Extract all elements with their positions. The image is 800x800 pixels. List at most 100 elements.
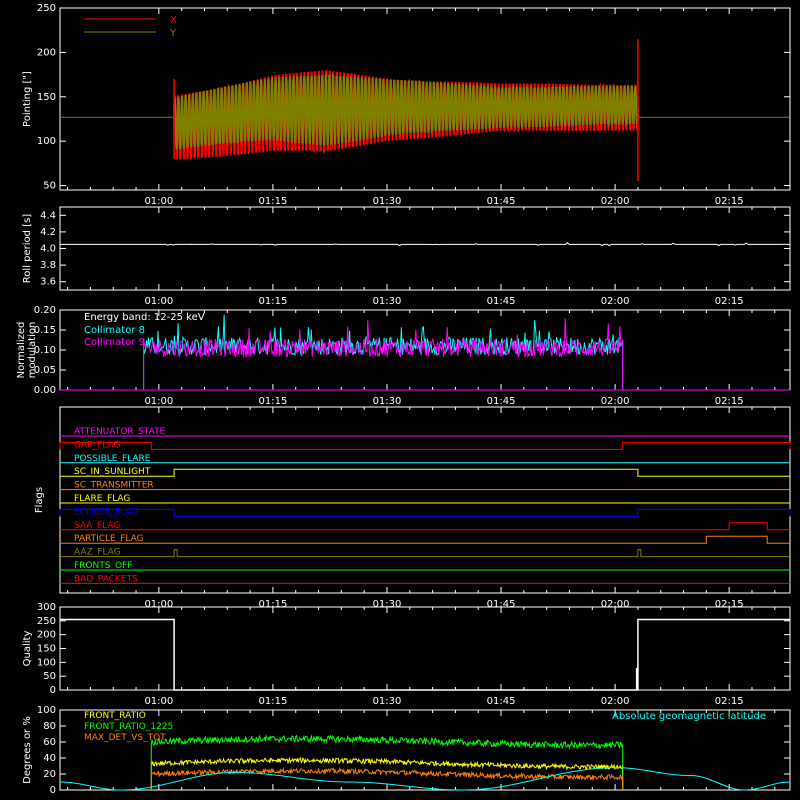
pointing-ytick-label: 200	[37, 47, 56, 58]
modulation-xtick-label: 02:00	[601, 396, 630, 407]
quality-ytick-label: 150	[37, 644, 56, 655]
quality-xtick-label: 01:45	[487, 696, 516, 707]
quality-ytick-label: 250	[37, 616, 56, 627]
modulation-xtick-label: 01:30	[373, 396, 402, 407]
flag-label-saa_flag: SAA_FLAG	[74, 521, 120, 531]
geo-legend-front-ratio-1225: FRONT_RATIO_1225	[84, 722, 173, 732]
pointing-line-y	[173, 73, 639, 150]
geo-ytick-label: 60	[43, 737, 56, 748]
pointing-ytick-label: 250	[37, 3, 56, 14]
quality-xtick-label: 01:15	[259, 696, 288, 707]
pointing-xtick-label: 02:15	[715, 196, 744, 207]
modulation-ylabel: Normalizedmodulation	[16, 322, 38, 379]
quality-xtick-label: 02:00	[601, 696, 630, 707]
pointing-ytick-label: 150	[37, 92, 56, 103]
modulation-ytick-label: 0.05	[34, 365, 56, 376]
quality-xtick-label: 01:30	[373, 696, 402, 707]
flag-label-attenuator_state: ATTENUATOR_STATE	[74, 427, 166, 437]
flags-frame	[59, 406, 791, 594]
modulation-ytick-label: 0.00	[34, 385, 56, 396]
geo-annotation: Absolute geomagnetic latitude	[612, 711, 766, 722]
pointing-ytick-label: 100	[37, 136, 56, 147]
flag-label-sc_transmitter: SC_TRANSMITTER	[74, 481, 154, 491]
flag-label-fronts_off: FRONTS_OFF	[74, 561, 132, 571]
legend-label-x: X	[170, 15, 177, 26]
roll-ytick-label: 3.6	[40, 277, 56, 288]
roll-ylabel: Roll period [s]	[22, 214, 33, 283]
roll-xtick-label: 01:30	[373, 296, 402, 307]
geo-ylabel: Degrees or %	[22, 716, 33, 784]
flags-xtick-label: 02:15	[715, 599, 744, 610]
geo-frame	[59, 709, 791, 791]
quality-ytick-label: 0	[50, 685, 56, 696]
geo-legend-max-det-vs-tot: MAX_DET_VS_TOT	[84, 733, 166, 743]
quality-xtick-label: 02:15	[715, 696, 744, 707]
roll-xtick-label: 01:15	[259, 296, 288, 307]
roll-ytick-label: 4.0	[40, 244, 56, 255]
flag-line-gap_flag	[59, 441, 791, 450]
quality-xtick-label: 01:00	[144, 696, 173, 707]
geo-ytick-label: 80	[43, 721, 56, 732]
modulation-legend-collimator-8: Collimator 8	[84, 325, 145, 336]
flags-xtick-label: 01:30	[373, 599, 402, 610]
flag-line-sc_in_sunlight	[60, 468, 790, 477]
roll-xtick-label: 02:00	[601, 296, 630, 307]
quality-ytick-label: 100	[37, 657, 56, 668]
quality-ytick-label: 200	[37, 630, 56, 641]
flag-label-bad_packets: BAD_PACKETS	[74, 574, 138, 584]
pointing-xtick-label: 02:00	[601, 196, 630, 207]
legend-label-y: Y	[169, 28, 177, 39]
geo-line-absolute-geomagnetic-latitude	[60, 767, 791, 791]
modulation-ytick-label: 0.10	[34, 345, 56, 356]
geo-line-front-ratio-1225	[150, 734, 624, 790]
pointing-xtick-label: 01:00	[144, 196, 173, 207]
flags-xtick-label: 01:45	[487, 599, 516, 610]
quality-ytick-label: 300	[37, 602, 56, 613]
modulation-line-collimator-9	[143, 318, 624, 390]
pointing-ytick-label: 50	[43, 181, 56, 192]
modulation-legend-collimator-9: Collimator 9	[84, 337, 145, 348]
pointing-xtick-label: 01:15	[259, 196, 288, 207]
flag-label-aaz_flag: AAZ_FLAG	[74, 548, 121, 558]
roll-ytick-label: 3.8	[40, 260, 56, 271]
flag-label-eclipse_flag: ECLIPSE_FLAG	[74, 507, 138, 517]
flag-label-flare_flag: FLARE_FLAG	[74, 494, 130, 504]
flags-xtick-label: 02:00	[601, 599, 630, 610]
flag-label-particle_flag: PARTICLE_FLAG	[74, 534, 144, 544]
quality-ylabel: Quality	[22, 631, 33, 667]
roll-xtick-label: 02:15	[715, 296, 744, 307]
flags-xtick-label: 01:00	[144, 599, 173, 610]
geo-line-front-ratio	[150, 756, 624, 790]
geo-legend-front-ratio: FRONT_RATIO	[84, 711, 146, 721]
quality-ytick-label: 50	[43, 671, 56, 682]
geo-ytick-label: 100	[37, 705, 56, 716]
pointing-frame	[59, 7, 791, 191]
roll-xtick-label: 01:45	[487, 296, 516, 307]
geo-ytick-label: 20	[43, 769, 56, 780]
modulation-ytick-label: 0.15	[34, 325, 56, 336]
flags-ylabel: Flags	[34, 487, 45, 513]
modulation-energy-band: Energy band: 12-25 keV	[84, 312, 205, 323]
pointing-ylabel: Pointing ["]	[22, 71, 33, 127]
modulation-xtick-label: 01:00	[144, 396, 173, 407]
flag-label-sc_in_sunlight: SC_IN_SUNLIGHT	[74, 467, 151, 477]
roll-line	[60, 242, 790, 247]
flag-line-eclipse_flag	[59, 508, 791, 517]
flag-label-gap_flag: GAP_FLAG	[74, 440, 120, 450]
flags-xtick-label: 01:15	[259, 599, 288, 610]
modulation-xtick-label: 01:15	[259, 396, 288, 407]
geo-ytick-label: 0	[50, 785, 56, 796]
quality-line	[60, 618, 790, 691]
roll-ytick-label: 4.4	[40, 210, 56, 221]
modulation-xtick-label: 01:45	[487, 396, 516, 407]
roll-ytick-label: 4.2	[40, 227, 56, 238]
pointing-xtick-label: 01:45	[487, 196, 516, 207]
modulation-ytick-label: 0.20	[34, 305, 56, 316]
modulation-xtick-label: 02:15	[715, 396, 744, 407]
pointing-series-y	[173, 73, 639, 150]
roll-xtick-label: 01:00	[144, 296, 173, 307]
flag-label-possible_flare: POSSIBLE_FLARE	[74, 454, 151, 464]
flag-line-particle_flag	[60, 535, 790, 544]
flag-line-saa_flag	[60, 522, 790, 531]
